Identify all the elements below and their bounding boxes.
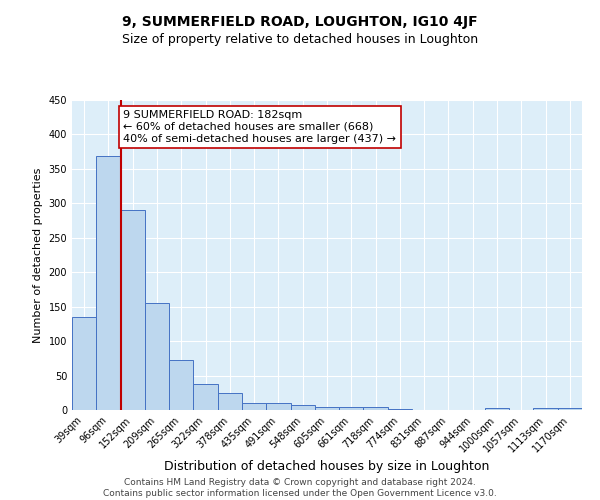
Bar <box>485 408 509 410</box>
Bar <box>72 317 96 410</box>
Bar <box>533 408 558 410</box>
Bar <box>242 403 266 410</box>
Text: Size of property relative to detached houses in Loughton: Size of property relative to detached ho… <box>122 32 478 46</box>
Text: 9 SUMMERFIELD ROAD: 182sqm
← 60% of detached houses are smaller (668)
40% of sem: 9 SUMMERFIELD ROAD: 182sqm ← 60% of deta… <box>124 110 397 144</box>
Bar <box>558 408 582 410</box>
Y-axis label: Number of detached properties: Number of detached properties <box>33 168 43 342</box>
Bar <box>96 156 121 410</box>
Bar <box>339 407 364 410</box>
Bar <box>315 407 339 410</box>
Bar <box>218 393 242 410</box>
Bar <box>193 384 218 410</box>
Bar <box>266 403 290 410</box>
Bar <box>145 303 169 410</box>
Text: Contains HM Land Registry data © Crown copyright and database right 2024.
Contai: Contains HM Land Registry data © Crown c… <box>103 478 497 498</box>
Bar <box>121 210 145 410</box>
Bar <box>290 405 315 410</box>
Text: 9, SUMMERFIELD ROAD, LOUGHTON, IG10 4JF: 9, SUMMERFIELD ROAD, LOUGHTON, IG10 4JF <box>122 15 478 29</box>
X-axis label: Distribution of detached houses by size in Loughton: Distribution of detached houses by size … <box>164 460 490 472</box>
Bar <box>364 406 388 410</box>
Bar <box>388 408 412 410</box>
Bar <box>169 360 193 410</box>
